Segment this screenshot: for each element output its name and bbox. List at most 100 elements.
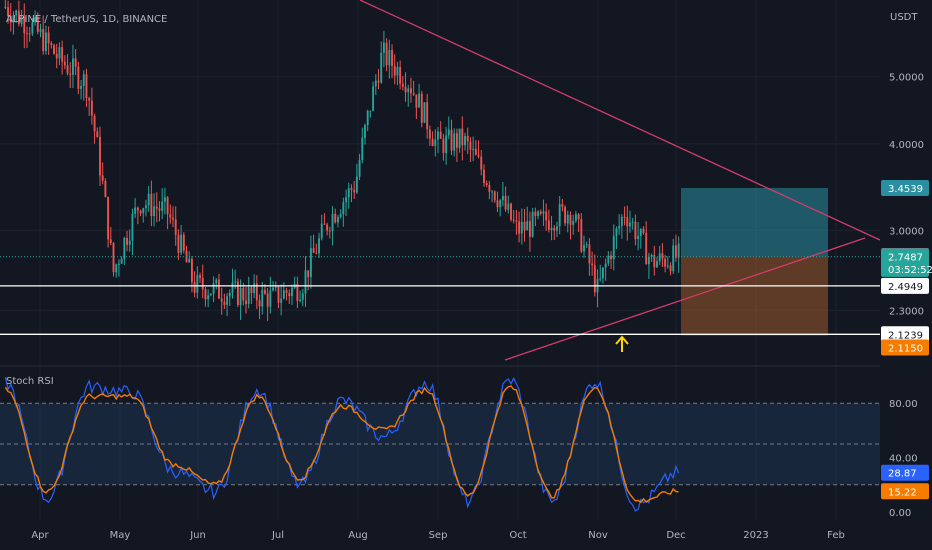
candle-body [618, 225, 621, 229]
candle-body [153, 206, 156, 217]
candle-body [204, 289, 207, 300]
candle-body [199, 275, 201, 278]
candle-body [223, 301, 226, 305]
candle-body [139, 210, 142, 214]
candle-body [169, 214, 172, 218]
candle-body [218, 279, 220, 299]
candle-body [620, 216, 623, 226]
candle-body [312, 248, 315, 253]
candle-body [328, 230, 331, 232]
candle-body [374, 80, 377, 87]
candle-body [336, 217, 339, 223]
candle-body [80, 85, 83, 89]
candle-body [623, 216, 626, 218]
time-tick-label: Feb [827, 530, 845, 541]
candle-body [634, 221, 637, 240]
time-tick-label: Oct [509, 530, 526, 541]
candle-body [369, 110, 372, 112]
candle-body [493, 191, 496, 201]
candle-body [639, 228, 642, 236]
candle-body [85, 74, 88, 99]
candle-body [304, 270, 307, 294]
candle-body [299, 299, 302, 301]
candle-body [26, 33, 28, 35]
candle-body [604, 263, 607, 268]
candle-body [542, 211, 545, 214]
candle-body [77, 66, 80, 89]
candle-body [207, 295, 210, 300]
candle-body [574, 214, 577, 221]
indicator-title: Stoch RSI [6, 376, 54, 387]
candle-body [469, 141, 472, 150]
candle-body [523, 221, 526, 231]
candle-body [4, 7, 7, 9]
candle-body [112, 242, 115, 273]
candle-body [136, 207, 139, 211]
candle-body [126, 238, 128, 245]
candle-body [226, 296, 229, 305]
candle-body [342, 202, 345, 215]
candle-body [228, 292, 231, 297]
stoch-k-line [4, 376, 680, 512]
candle-body [664, 258, 667, 267]
candle-body [255, 283, 258, 301]
candle-body [93, 115, 96, 132]
candle-body [42, 29, 45, 52]
price-tag-bg [881, 248, 929, 265]
candle-body [209, 293, 212, 296]
candle-body [518, 221, 521, 234]
candle-body [258, 300, 261, 307]
time-axis: Apr May Jun Jul Aug Sep Oct Nov Dec 2023 Feb [31, 530, 845, 541]
candle-body [577, 214, 580, 220]
candle-body [345, 197, 348, 203]
candle-body [572, 220, 575, 225]
candle-body [558, 204, 561, 227]
stoch-tick-label: 80.00 [889, 399, 918, 410]
candle-body [99, 137, 101, 176]
candle-body [423, 102, 426, 123]
candle-body [601, 267, 604, 279]
candle-body [172, 217, 174, 220]
stoch-axis: 80.00 40.00 0.00 [889, 399, 918, 519]
price-tag-label: 15.22 [888, 487, 917, 498]
candle-body [583, 245, 585, 252]
candle-body [72, 58, 74, 75]
time-tick-label: 2023 [743, 530, 768, 541]
candle-body [36, 17, 39, 32]
candle-body [512, 219, 515, 221]
price-tick-label: 5.0000 [889, 73, 924, 84]
candle-body [53, 45, 55, 54]
candle-body [90, 100, 93, 116]
candle-body [455, 133, 458, 148]
candle-body [17, 10, 20, 25]
candle-body [66, 65, 69, 74]
candle-body [391, 49, 393, 66]
candle-body [553, 227, 556, 231]
candle-body [220, 298, 223, 302]
candle-body [631, 221, 634, 223]
candle-body [410, 88, 412, 94]
up-arrow-icon [615, 335, 629, 352]
candle-body [193, 282, 196, 293]
price-tag: 2.1150 [881, 339, 929, 356]
candle-body [480, 156, 483, 170]
candle-body [610, 255, 612, 260]
candle-body [607, 255, 610, 264]
candle-body [177, 234, 180, 253]
candle-body [309, 248, 312, 278]
candle-body [47, 32, 50, 44]
price-tag-bg [881, 277, 929, 294]
price-tag: 3.4539 [881, 179, 929, 196]
candle-body [128, 240, 131, 245]
candle-body [464, 135, 466, 146]
currency-label: USDT [890, 12, 918, 23]
candle-body [537, 211, 539, 216]
price-tag: 2.4949 [881, 277, 929, 294]
candle-body [277, 286, 280, 303]
price-tag-bg [881, 483, 929, 500]
candle-body [531, 211, 534, 237]
candle-body [545, 211, 548, 221]
candle-body [215, 279, 218, 284]
price-tag: 15.22 [881, 483, 929, 500]
